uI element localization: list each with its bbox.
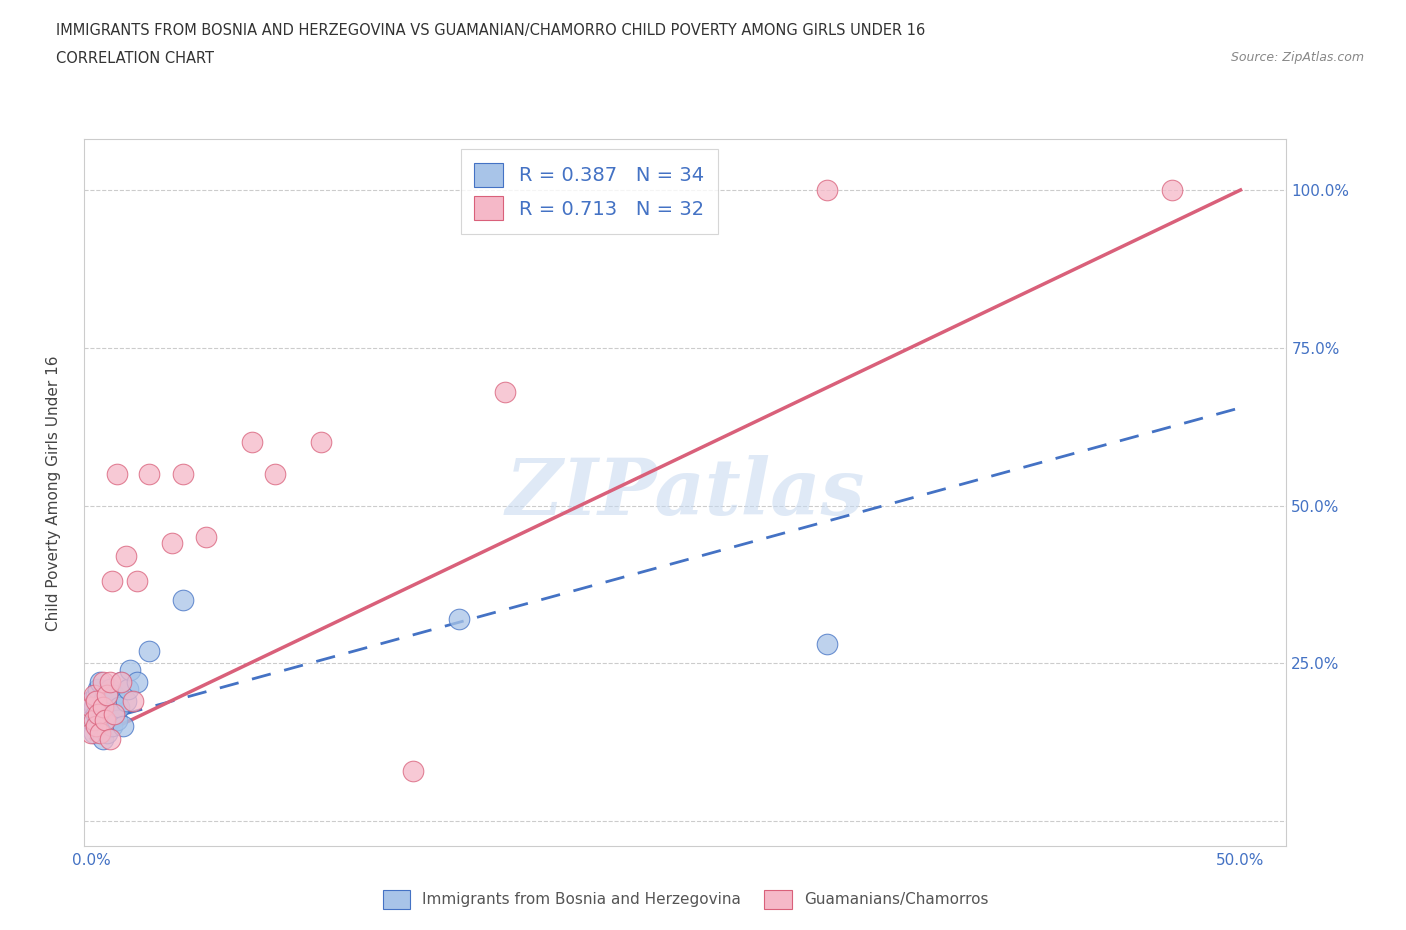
Point: [94, 707, 117, 722]
Point: [494, 384, 516, 399]
Text: ZIPatlas: ZIPatlas: [506, 455, 865, 531]
Point: [98, 712, 121, 727]
Point: [84, 687, 107, 702]
Point: [98, 681, 121, 696]
Point: [110, 675, 132, 690]
Point: [120, 662, 142, 677]
Point: [121, 694, 143, 709]
Point: [110, 675, 132, 690]
Point: [402, 764, 425, 778]
Point: [103, 707, 125, 722]
Point: [101, 574, 124, 589]
Point: [105, 467, 128, 482]
Point: [112, 719, 135, 734]
Point: [127, 574, 149, 589]
Text: CORRELATION CHART: CORRELATION CHART: [56, 51, 214, 66]
Point: [80, 700, 103, 715]
Point: [172, 467, 194, 482]
Point: [84, 719, 107, 734]
Point: [105, 712, 128, 727]
Point: [89, 725, 111, 740]
Text: Source: ZipAtlas.com: Source: ZipAtlas.com: [1230, 51, 1364, 64]
Point: [83, 700, 105, 715]
Point: [160, 536, 183, 551]
Point: [195, 530, 218, 545]
Point: [96, 700, 118, 715]
Point: [91, 694, 114, 709]
Point: [83, 725, 105, 740]
Legend: Immigrants from Bosnia and Herzegovina, Guamanians/Chamorros: Immigrants from Bosnia and Herzegovina, …: [375, 883, 995, 916]
Point: [1160, 182, 1182, 197]
Point: [172, 592, 194, 607]
Y-axis label: Child Poverty Among Girls Under 16: Child Poverty Among Girls Under 16: [46, 355, 60, 631]
Point: [80, 712, 103, 727]
Point: [114, 694, 136, 709]
Text: IMMIGRANTS FROM BOSNIA AND HERZEGOVINA VS GUAMANIAN/CHAMORRO CHILD POVERTY AMONG: IMMIGRANTS FROM BOSNIA AND HERZEGOVINA V…: [56, 23, 925, 38]
Point: [101, 694, 124, 709]
Point: [80, 694, 103, 709]
Point: [117, 681, 139, 696]
Point: [94, 712, 117, 727]
Point: [91, 700, 114, 715]
Point: [83, 687, 105, 702]
Point: [91, 675, 114, 690]
Point: [101, 719, 124, 734]
Point: [84, 707, 107, 722]
Point: [96, 687, 118, 702]
Point: [240, 435, 263, 450]
Point: [309, 435, 332, 450]
Point: [91, 732, 114, 747]
Point: [114, 549, 136, 564]
Point: [87, 707, 110, 722]
Point: [89, 712, 111, 727]
Point: [127, 675, 149, 690]
Point: [89, 675, 111, 690]
Point: [815, 637, 838, 652]
Point: [96, 725, 118, 740]
Point: [103, 707, 125, 722]
Point: [98, 732, 121, 747]
Point: [264, 467, 287, 482]
Point: [447, 612, 470, 627]
Point: [84, 694, 107, 709]
Point: [815, 182, 838, 197]
Point: [80, 725, 103, 740]
Point: [87, 681, 110, 696]
Point: [138, 467, 160, 482]
Point: [138, 644, 160, 658]
Point: [103, 687, 125, 702]
Point: [98, 675, 121, 690]
Point: [108, 700, 131, 715]
Point: [87, 719, 110, 734]
Point: [94, 687, 117, 702]
Point: [83, 712, 105, 727]
